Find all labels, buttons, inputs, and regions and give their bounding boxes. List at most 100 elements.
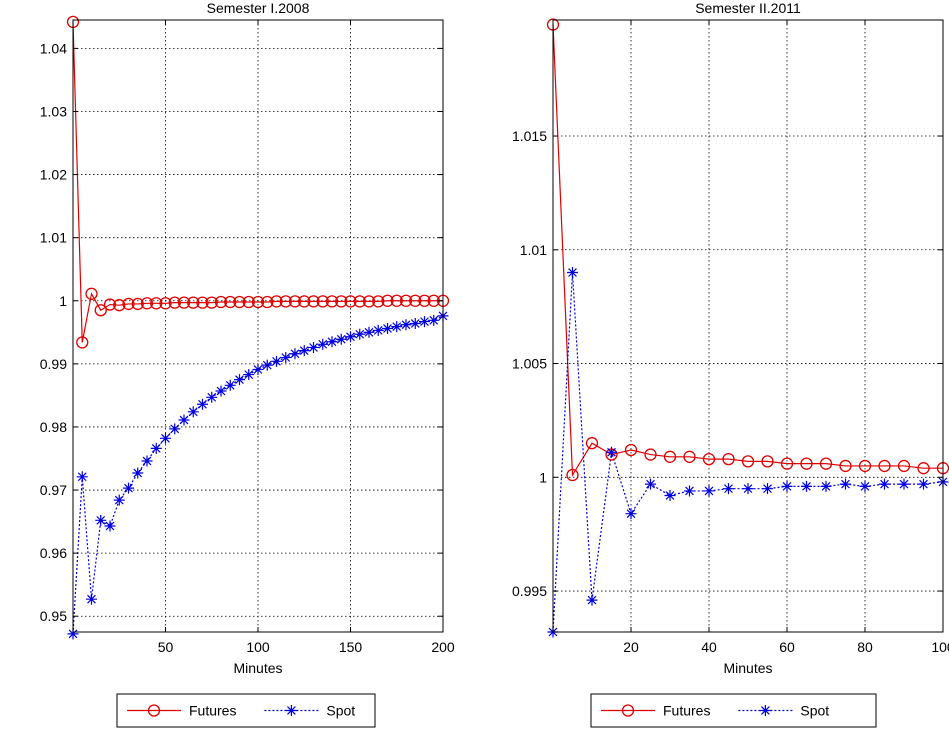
legend-marker-futures xyxy=(621,704,635,717)
data-point-futures xyxy=(205,296,218,309)
data-point-spot xyxy=(160,432,171,444)
data-point-spot xyxy=(703,485,715,497)
data-point-futures xyxy=(381,294,394,307)
data-point-spot xyxy=(409,317,421,329)
data-point-spot xyxy=(918,478,929,490)
data-point-futures xyxy=(251,295,265,309)
data-point-spot xyxy=(76,471,88,483)
x-tick-label: 20 xyxy=(623,639,639,655)
data-point-spot xyxy=(187,406,199,418)
data-point-futures xyxy=(85,287,98,300)
data-point-spot xyxy=(261,359,273,371)
y-tick-label: 1.04 xyxy=(40,40,67,56)
data-point-futures xyxy=(140,297,154,310)
data-point-spot xyxy=(606,446,617,458)
data-point-spot xyxy=(840,478,851,490)
data-point-futures xyxy=(298,295,311,308)
data-point-futures xyxy=(722,452,735,466)
x-tick-label: 60 xyxy=(779,639,795,655)
data-point-spot xyxy=(354,328,366,340)
data-point-futures xyxy=(800,457,813,470)
y-tick-label: 0.99 xyxy=(40,356,67,372)
data-point-spot xyxy=(150,442,162,454)
y-tick-label: 1 xyxy=(59,293,67,309)
data-point-futures xyxy=(418,294,431,307)
data-point-spot xyxy=(898,478,910,490)
data-point-futures xyxy=(566,468,579,482)
data-point-spot xyxy=(298,345,310,357)
data-point-futures xyxy=(344,295,357,308)
data-point-spot xyxy=(86,593,97,605)
data-point-futures xyxy=(858,459,872,473)
y-tick-label: 1.01 xyxy=(40,230,67,246)
data-point-spot xyxy=(141,455,153,467)
chart-panel-right: 20 40 60 80 100 0.995 1 1.005 1.01 1.015 Semester … xyxy=(512,0,949,728)
data-point-spot xyxy=(224,379,236,391)
data-point-spot xyxy=(335,333,347,345)
data-point-futures xyxy=(270,295,283,308)
x-tick-label: 150 xyxy=(339,639,363,655)
x-tick-label: 100 xyxy=(931,639,949,655)
y-tick-label: 1.015 xyxy=(512,128,547,144)
data-point-spot xyxy=(132,467,144,479)
x-axis-label: Minutes xyxy=(233,660,282,676)
data-point-futures xyxy=(362,295,376,308)
data-point-spot xyxy=(169,423,181,435)
legend-marker-futures xyxy=(147,704,161,717)
legend-label-spot: Spot xyxy=(800,703,829,719)
data-point-futures xyxy=(878,459,891,473)
series-line-futures xyxy=(72,21,443,343)
data-point-futures xyxy=(76,336,89,349)
data-point-futures xyxy=(224,295,237,309)
data-point-spot xyxy=(197,398,208,410)
data-point-spot xyxy=(684,485,695,497)
data-point-futures xyxy=(683,450,696,463)
legend: Futures Spot xyxy=(116,693,376,728)
data-point-futures xyxy=(307,295,320,308)
data-point-spot xyxy=(859,480,871,492)
data-point-futures xyxy=(242,295,255,309)
data-point-spot xyxy=(586,594,598,606)
data-point-futures xyxy=(150,297,163,310)
data-point-futures xyxy=(214,295,228,309)
data-point-spot xyxy=(781,480,793,492)
data-point-spot xyxy=(363,326,375,338)
data-point-spot xyxy=(280,352,292,364)
data-point-futures xyxy=(103,298,117,311)
x-tick-label: 80 xyxy=(857,639,873,655)
data-point-futures xyxy=(261,295,274,309)
data-point-futures xyxy=(279,295,292,308)
data-point-futures xyxy=(780,457,794,470)
data-point-spot xyxy=(113,494,125,506)
x-tick-label: 100 xyxy=(246,639,270,655)
data-point-spot xyxy=(206,391,218,403)
data-point-spot xyxy=(400,319,412,331)
legend: Futures Spot xyxy=(590,693,877,728)
legend-marker-spot xyxy=(285,705,297,716)
plot-area xyxy=(73,20,443,632)
data-point-futures xyxy=(159,297,172,310)
data-point-spot xyxy=(215,385,227,397)
data-point-futures xyxy=(819,457,833,470)
x-tick-label: 40 xyxy=(701,639,717,655)
data-point-spot xyxy=(243,369,255,381)
data-point-spot xyxy=(567,267,578,279)
x-tick-label: 50 xyxy=(158,639,174,655)
data-point-spot xyxy=(308,341,319,353)
y-tick-label: 1.005 xyxy=(512,356,547,372)
data-point-futures xyxy=(187,296,200,309)
data-point-spot xyxy=(345,331,356,343)
data-point-spot xyxy=(419,316,430,328)
x-tick-label: 200 xyxy=(431,639,455,655)
data-point-spot xyxy=(104,520,116,532)
data-point-futures xyxy=(741,455,755,468)
data-point-spot xyxy=(234,374,245,386)
data-point-spot xyxy=(664,489,676,501)
data-point-spot xyxy=(820,480,832,492)
data-point-futures xyxy=(761,455,774,468)
y-tick-label: 1 xyxy=(539,469,547,485)
data-point-spot xyxy=(428,314,440,326)
legend-label-futures: Futures xyxy=(189,703,236,719)
data-point-spot xyxy=(801,480,812,492)
plot-area xyxy=(553,20,943,632)
